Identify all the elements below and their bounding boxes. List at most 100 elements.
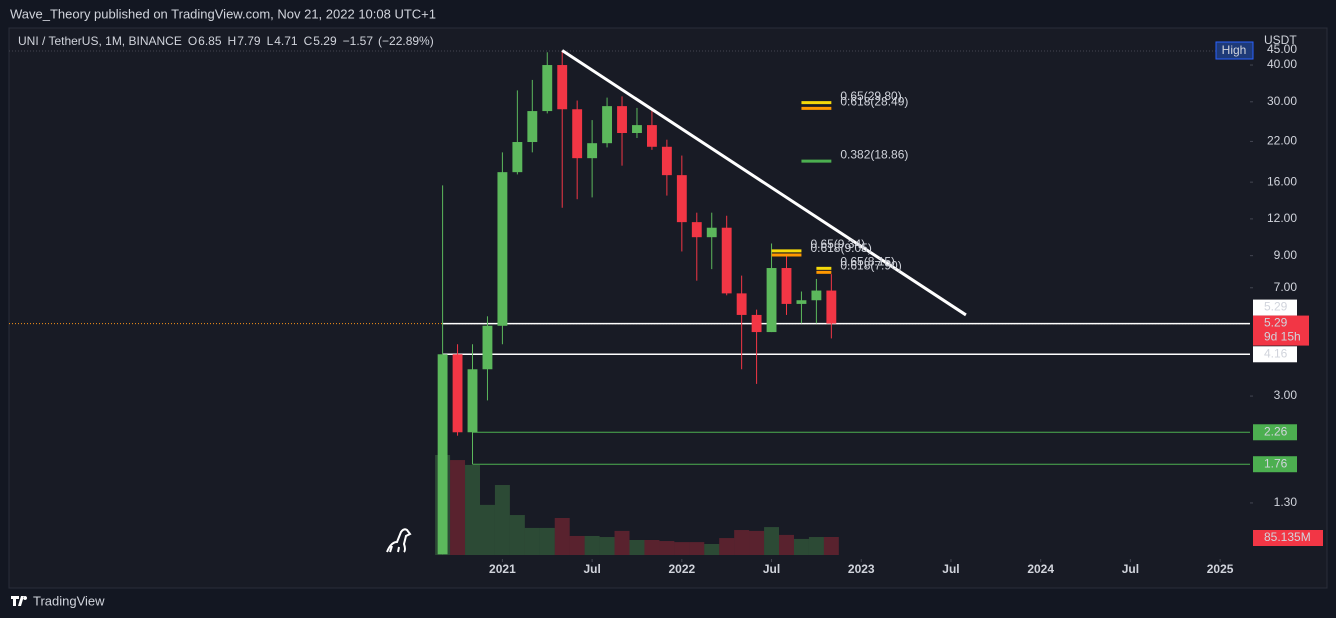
- volume-bar: [659, 541, 675, 555]
- candle-body: [721, 227, 732, 294]
- volume-bar: [584, 535, 600, 555]
- price-badge: 1.76: [1264, 456, 1288, 470]
- chart-panel: [8, 27, 1328, 589]
- x-tick-label: Jul: [763, 562, 780, 576]
- change: −1.57: [343, 34, 374, 48]
- x-tick-label: Jul: [1122, 562, 1139, 576]
- x-tick-label: Jul: [942, 562, 959, 576]
- candle-body: [646, 125, 657, 147]
- candle-body: [452, 354, 463, 433]
- volume-bar: [614, 530, 630, 555]
- volume-bar: [539, 527, 555, 555]
- candle-body: [676, 175, 687, 223]
- volume-bar: [689, 542, 705, 555]
- volume-bar: [749, 530, 765, 555]
- x-tick-label: 2021: [489, 562, 516, 576]
- price-badge-bg: [1253, 346, 1297, 363]
- candle-body: [811, 290, 822, 301]
- price-badge-bg: [1253, 424, 1297, 441]
- legend-value: 5.29: [313, 34, 337, 48]
- candle-body: [736, 293, 747, 315]
- brand: TradingView: [33, 593, 105, 608]
- fib-label: 0.618(28.49): [840, 95, 908, 109]
- price-badge-bg: [1253, 456, 1297, 473]
- y-tick-label: 40.00: [1267, 57, 1297, 71]
- x-tick-label: 2024: [1027, 562, 1054, 576]
- dino-icon: [386, 528, 412, 553]
- high-badge: High: [1222, 43, 1247, 57]
- fib-label: 0.65(8.15): [840, 255, 895, 269]
- candle-body: [497, 172, 508, 326]
- price-badge: 2.26: [1264, 424, 1288, 438]
- y-tick-label: 9.00: [1274, 248, 1298, 262]
- price-badge: 4.16: [1264, 346, 1288, 360]
- last-price-badge-bg: [1253, 315, 1309, 346]
- y-tick-label: 7.00: [1274, 280, 1298, 294]
- logo-icon: [11, 596, 28, 606]
- volume-bar: [704, 544, 720, 555]
- candle-body: [527, 111, 538, 143]
- candle-body: [557, 65, 568, 110]
- candle-body: [781, 268, 792, 304]
- x-tick-label: Jul: [583, 562, 600, 576]
- candle-body: [632, 125, 642, 134]
- candle-body: [542, 65, 553, 112]
- price-badge: 5.29: [1264, 300, 1288, 314]
- volume-bar: [450, 460, 466, 555]
- x-tick-label: 2023: [848, 562, 875, 576]
- volume-bar: [734, 530, 750, 555]
- fib-label: 0.618(7.90): [840, 258, 901, 272]
- volume-bar: [808, 537, 824, 555]
- legend-key: O: [188, 34, 197, 48]
- y-tick-label: 45.00: [1267, 42, 1297, 56]
- candle-body: [691, 222, 702, 238]
- volume-bar: [629, 539, 645, 555]
- currency: USDT: [1264, 33, 1297, 47]
- y-tick-label: 16.00: [1267, 174, 1297, 188]
- change-pct: (−22.89%): [378, 34, 434, 48]
- legend-key: C: [304, 34, 313, 48]
- volume-bar: [719, 538, 735, 555]
- volume-bar: [569, 535, 585, 555]
- candle-body: [572, 109, 583, 159]
- y-tick-label: 22.00: [1267, 134, 1297, 148]
- y-tick-label: 1.30: [1274, 495, 1298, 509]
- volume-badge-bg: [1253, 530, 1323, 546]
- x-tick-label: 2025: [1207, 562, 1234, 576]
- fib-label: 0.65(9.34): [810, 237, 865, 251]
- volume-bar: [524, 527, 540, 555]
- high-badge-bg: [1215, 41, 1254, 60]
- volume-bar: [764, 527, 780, 555]
- y-tick-label: 12.00: [1267, 211, 1297, 225]
- candle-body: [796, 300, 807, 304]
- volume-bar: [554, 518, 570, 555]
- volume-badge: 85.135M: [1264, 530, 1311, 544]
- volume-bar: [599, 537, 615, 555]
- publisher: Wave_Theory published on TradingView.com…: [10, 6, 436, 21]
- y-tick-label: 3.00: [1274, 388, 1298, 402]
- candle-body: [826, 290, 837, 324]
- candle-body: [467, 369, 478, 433]
- price-badge-bg: [1253, 299, 1297, 316]
- legend-key: H: [228, 34, 237, 48]
- legend-key: L: [267, 34, 274, 48]
- legend-value: 4.71: [274, 34, 298, 48]
- candle-body: [482, 325, 493, 370]
- candle-body: [751, 314, 762, 333]
- candle-body: [661, 146, 672, 176]
- x-tick-label: 2022: [668, 562, 695, 576]
- volume-bar: [779, 534, 794, 555]
- candle-body: [706, 227, 717, 238]
- volume-bar: [823, 537, 839, 555]
- candle-body: [437, 354, 448, 555]
- last-price-badge: 5.29: [1264, 316, 1288, 330]
- candle-body: [766, 268, 777, 333]
- fib-label: 0.382(18.86): [840, 147, 908, 161]
- volume-bar: [465, 464, 480, 555]
- candle-body: [587, 143, 598, 159]
- chart-title: UNI / TetherUS, 1M, BINANCE: [18, 34, 182, 48]
- volume-bar: [674, 542, 690, 555]
- legend-value: 7.79: [237, 34, 261, 48]
- volume-bar: [494, 485, 510, 555]
